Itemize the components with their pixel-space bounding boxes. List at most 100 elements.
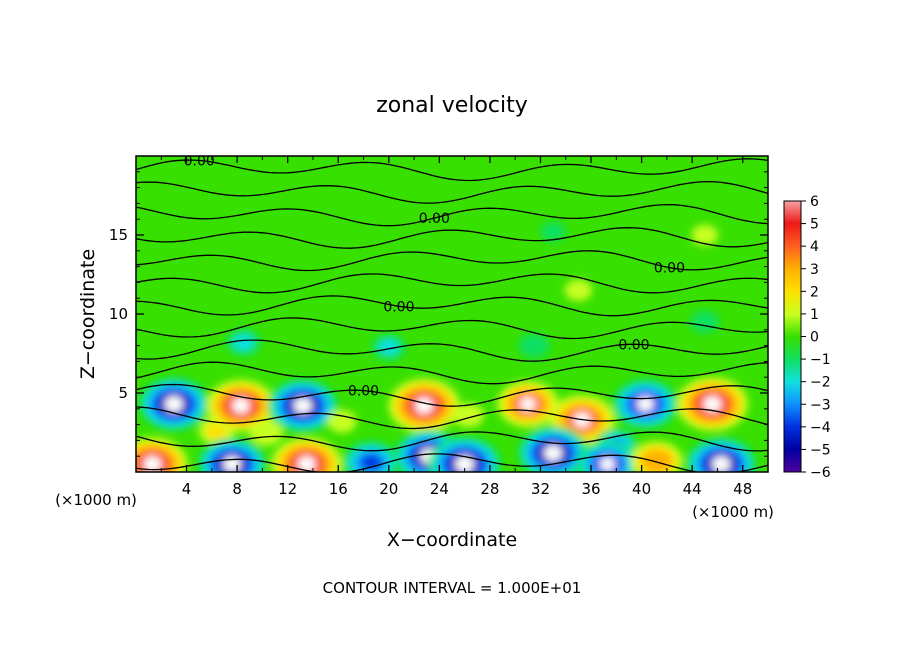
vortex-7	[388, 378, 460, 433]
vortex-11	[612, 379, 679, 430]
vortex-28	[564, 279, 593, 302]
contour-label: 0.00	[348, 384, 379, 400]
contour-line	[136, 273, 768, 294]
contour-line	[136, 250, 768, 272]
vortex-peak	[599, 457, 616, 472]
vortex-peak	[519, 397, 536, 412]
colorbar-tick-label: 6	[810, 194, 819, 210]
plot-area: 0.00 0.00 0.00 0.00 0.00 0.00	[135, 153, 769, 473]
vortex-band	[361, 455, 381, 471]
vortex-peak	[703, 395, 722, 413]
y-tick-label: 15	[109, 226, 128, 244]
vortex-3	[206, 379, 276, 432]
contour-line	[136, 361, 768, 385]
vortex-band	[540, 221, 566, 242]
vortex-band	[232, 334, 255, 351]
vortex-band	[524, 337, 544, 354]
colorbar-tick-label: −4	[810, 420, 831, 436]
x-tick-label: 28	[480, 480, 499, 498]
colorbar: 6 5 4 3 2 1 0 −1 −2 −3 −4 −5 −6	[783, 194, 831, 481]
x-tick-label: 24	[430, 480, 449, 498]
y-axis-ticks: 5 10 15	[109, 171, 768, 457]
vortex-peak	[223, 456, 242, 472]
vortex-band	[255, 424, 277, 441]
contour-line	[136, 339, 768, 362]
vortex-peak	[636, 396, 654, 412]
contour-line	[136, 431, 768, 452]
colorbar-tick-label: 5	[810, 217, 819, 233]
colorbar-tick-label: −6	[810, 465, 831, 481]
x-axis-label: X−coordinate	[387, 529, 517, 551]
contour-line	[136, 181, 768, 204]
y-tick-label: 10	[109, 305, 128, 323]
colorbar-ramp	[783, 200, 802, 473]
vortex-30	[540, 221, 566, 242]
colorbar-tick-label: 2	[810, 284, 819, 300]
vortex-21	[576, 440, 639, 472]
vortex-peak	[543, 445, 563, 462]
vortex-peak	[164, 396, 184, 413]
x-tick-label: 20	[379, 480, 398, 498]
vortex-band	[378, 339, 400, 356]
contour-line	[136, 453, 768, 472]
colorbar-tick-label: 3	[810, 262, 819, 278]
vortex-peak	[712, 456, 731, 472]
contour-labels: 0.00 0.00 0.00 0.00 0.00 0.00	[184, 153, 685, 400]
x-tick-label: 8	[232, 480, 242, 498]
x-unit-right: (×1000 m)	[692, 503, 774, 521]
vortex-12	[676, 377, 749, 432]
contour-label: 0.00	[184, 153, 215, 169]
contour-line	[136, 383, 768, 407]
x-tick-label: 4	[182, 480, 192, 498]
x-tick-label: 48	[733, 480, 752, 498]
y-tick-label: 5	[118, 384, 128, 402]
vortex-22	[630, 441, 683, 472]
vortex-17	[342, 440, 400, 472]
contour-line	[136, 406, 768, 430]
contour-interval-note: CONTOUR INTERVAL = 1.000E+01	[323, 579, 582, 597]
vortex-peak	[293, 397, 313, 414]
x-tick-label: 32	[531, 480, 550, 498]
contour-label: 0.00	[618, 337, 649, 353]
vortex-band	[647, 454, 666, 468]
colorbar-tick-label: −3	[810, 397, 831, 413]
vortex-peak	[297, 456, 316, 472]
colorbar-tick-label: −1	[810, 352, 831, 368]
chart-title: zonal velocity	[376, 93, 528, 118]
y-axis-label: Z−coordinate	[77, 249, 99, 379]
vortex-27	[690, 310, 720, 334]
contour-line	[136, 295, 768, 317]
vortex-1	[138, 377, 210, 431]
vortex-8	[452, 403, 484, 428]
colorbar-tick-label: 1	[810, 307, 819, 323]
contour-label: 0.00	[383, 299, 414, 315]
contour-line	[136, 227, 768, 249]
colorbar-tick-label: −5	[810, 442, 831, 458]
x-tick-label: 16	[329, 480, 348, 498]
vortex-24	[226, 329, 261, 356]
vortex-26	[518, 333, 551, 359]
contour-line	[136, 158, 768, 182]
vortex-peak	[455, 455, 475, 472]
vortex-peak	[143, 456, 162, 472]
contour-label: 0.00	[419, 211, 450, 227]
vortex-31	[691, 224, 719, 246]
vortex-14	[136, 437, 188, 472]
vortex-5	[267, 378, 339, 433]
colorbar-ticks: 6 5 4 3 2 1 0 −1 −2 −3 −4 −5 −6	[801, 194, 831, 481]
contour-label: 0.00	[654, 261, 685, 277]
vortex-peak	[414, 397, 434, 414]
x-tick-label: 40	[632, 480, 651, 498]
colorbar-tick-label: 0	[810, 330, 819, 346]
vortex-band	[327, 410, 357, 433]
vortex-band	[690, 310, 720, 334]
contour-line	[136, 203, 768, 227]
vortex-16	[271, 437, 342, 472]
x-tick-label: 44	[683, 480, 702, 498]
colorbar-tick-label: 4	[810, 239, 819, 255]
vortex-peak	[231, 397, 250, 414]
contour-line	[136, 317, 768, 340]
vortex-25	[371, 334, 406, 361]
x-tick-label: 36	[581, 480, 600, 498]
